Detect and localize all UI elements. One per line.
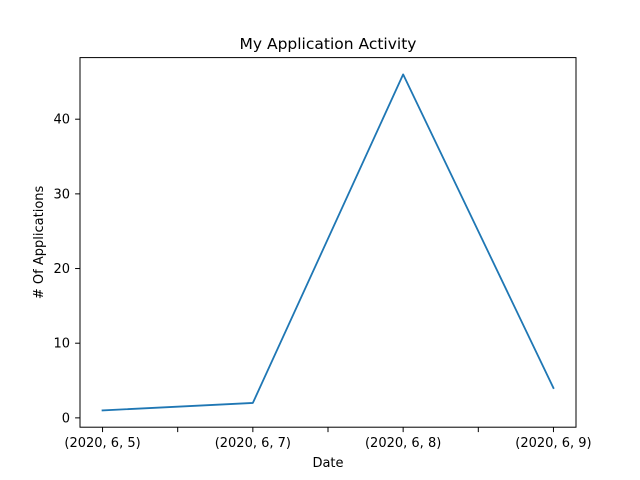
y-tick-label: 20 [53, 262, 70, 277]
y-tick-label: 10 [53, 337, 70, 352]
x-axis-label: Date [312, 456, 343, 471]
x-tick-label: (2020, 6, 8) [365, 436, 441, 451]
y-tick-label: 40 [53, 113, 70, 128]
plot-area-frame [79, 57, 577, 428]
series-layer [101, 73, 555, 412]
chart-title: My Application Activity [240, 35, 417, 53]
x-tick-label: (2020, 6, 9) [515, 436, 591, 451]
y-axis-label: # Of Applications [32, 185, 47, 299]
ticks-layer: (2020, 6, 5) (2020, 6, 7) (2020, 6, 8) (202… [53, 113, 591, 452]
y-tick-label: 0 [62, 411, 70, 426]
x-tick-label: (2020, 6, 5) [64, 436, 140, 451]
series-line [101, 73, 555, 412]
x-tick-label: (2020, 6, 7) [215, 436, 291, 451]
y-tick-label: 30 [53, 187, 70, 202]
